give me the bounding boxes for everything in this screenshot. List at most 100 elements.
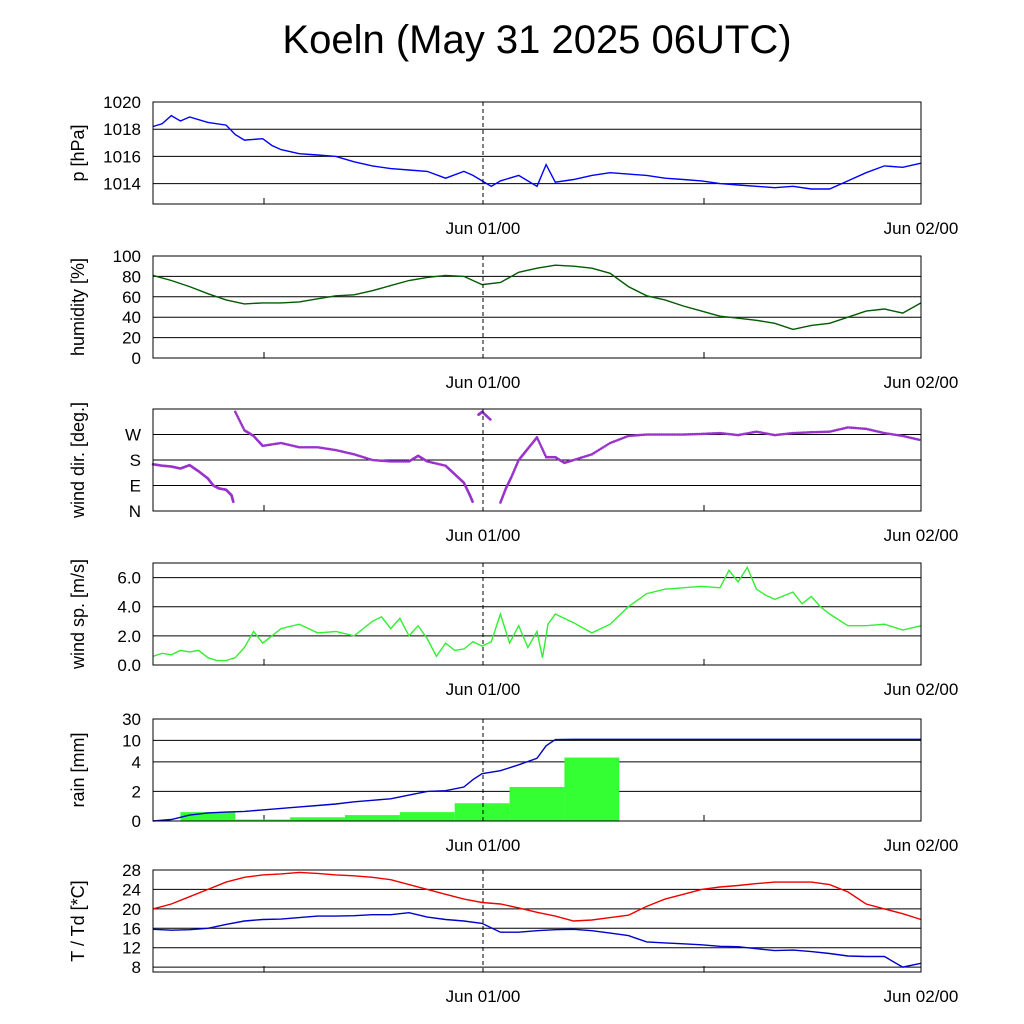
wind-dir-point <box>393 460 396 463</box>
y-tick-label: W <box>125 426 141 445</box>
wind-dir-point <box>312 445 316 449</box>
wind-dir-point <box>709 432 713 435</box>
wind-dir-point <box>806 431 809 434</box>
wind-dir-point <box>714 431 718 435</box>
rain-bar <box>564 757 620 821</box>
rain-bar <box>235 819 291 821</box>
y-axis-label: p [hPa] <box>68 124 88 181</box>
x-tick-label: Jun 02/00 <box>884 680 959 699</box>
wind-dir-point <box>802 431 806 434</box>
plot-frame <box>152 562 922 666</box>
wind-dir-series <box>151 410 921 504</box>
y-tick-label: 2 <box>132 782 141 801</box>
series-line <box>152 738 921 822</box>
wind-dir-point <box>703 432 707 436</box>
wind-dir-point <box>652 433 656 436</box>
wind-dir-point <box>680 433 683 436</box>
y-tick-label: 0 <box>132 812 141 831</box>
wind-dir-point <box>402 460 405 463</box>
y-tick-label: 2.0 <box>117 627 141 646</box>
wind-dir-point <box>687 433 691 436</box>
wind-dir-point <box>667 433 670 436</box>
plot-frame <box>152 718 922 822</box>
wind-dir-point <box>649 433 652 436</box>
y-axis-label: wind dir. [deg.] <box>68 402 88 519</box>
wind-dir-point <box>826 430 830 434</box>
wind-dir-point <box>694 432 698 436</box>
wind-dir-point <box>305 445 308 449</box>
wind-dir-point <box>543 453 547 457</box>
wind-dir-point <box>817 430 820 434</box>
wind-dir-point <box>689 432 692 436</box>
y-tick-label: 4.0 <box>117 598 141 617</box>
y-tick-label: 0 <box>132 349 141 368</box>
wind-dir-point <box>650 433 654 436</box>
wind-dir-point <box>537 440 541 443</box>
wind-dir-point <box>824 430 828 434</box>
wind-dir-point <box>540 445 543 449</box>
wind-dir-point <box>700 432 703 436</box>
wind-dir-point <box>678 433 681 436</box>
y-tick-label: 100 <box>113 247 141 266</box>
x-tick-label: Jun 02/00 <box>884 219 959 238</box>
plot-frame <box>152 408 922 512</box>
wind-dir-point <box>822 430 826 434</box>
y-tick-label: 1014 <box>103 175 141 194</box>
wind-dir-point <box>538 441 542 445</box>
wind-dir-point <box>647 433 650 436</box>
wind-dir-point <box>541 447 544 451</box>
rain-bar <box>399 812 455 821</box>
x-tick-label: Jun 01/00 <box>446 526 521 545</box>
wind-dir-point <box>231 500 235 504</box>
wind-dir-point <box>799 431 802 435</box>
wind-dir-point <box>705 432 709 435</box>
wind-dir-point <box>307 445 310 449</box>
y-tick-label: 10 <box>122 731 141 750</box>
wind-dir-point <box>669 433 672 436</box>
wind-dir-point <box>396 460 400 463</box>
series-line <box>152 264 922 331</box>
wind-dir-point <box>543 451 546 455</box>
y-tick-label: 1020 <box>103 93 141 112</box>
x-tick-label: Jun 02/00 <box>884 987 959 1006</box>
wind-dir-point <box>791 431 795 435</box>
wind-dir-point <box>656 433 659 436</box>
wind-dir-point <box>301 445 305 449</box>
wind-dir-point <box>314 445 318 449</box>
wind-dir-point <box>654 433 658 436</box>
y-tick-label: 80 <box>122 267 141 286</box>
wind-dir-point <box>820 430 824 434</box>
wind-dir-point <box>711 432 714 435</box>
wind-dir-point <box>665 433 669 436</box>
wind-dir-point <box>489 418 492 421</box>
chart-title: Koeln (May 31 2025 06UTC) <box>282 18 792 62</box>
rain-bar <box>454 803 510 821</box>
y-tick-label: 1018 <box>103 120 141 139</box>
wind-dir-point <box>681 433 685 436</box>
series-line <box>152 565 922 662</box>
wind-dir-point <box>542 449 545 453</box>
rain-bar <box>290 817 345 821</box>
wind-dir-point <box>535 436 539 439</box>
y-axis-label: wind sp. [m/s] <box>68 559 88 670</box>
wind-dir-point <box>539 443 542 447</box>
wind-dir-point <box>536 438 540 441</box>
wind-dir-point <box>795 431 798 435</box>
y-tick-label: 20 <box>122 900 141 919</box>
wind-dir-point <box>793 431 797 435</box>
wind-dir-point <box>471 500 474 503</box>
y-axis-label: humidity [%] <box>68 258 88 356</box>
wind-dir-point <box>308 445 312 449</box>
wind-dir-point <box>808 431 811 434</box>
wind-dir-point <box>815 430 819 434</box>
series-line <box>152 871 922 922</box>
y-tick-label: 30 <box>122 710 141 729</box>
plot-frame <box>152 255 922 359</box>
wind-dir-point <box>696 432 700 436</box>
wind-dir-point <box>676 433 680 436</box>
y-tick-label: 12 <box>122 939 141 958</box>
x-tick-label: Jun 01/00 <box>446 373 521 392</box>
y-tick-label: 4 <box>132 753 141 772</box>
wind-dir-point <box>672 433 676 436</box>
wind-dir-point <box>692 432 696 436</box>
